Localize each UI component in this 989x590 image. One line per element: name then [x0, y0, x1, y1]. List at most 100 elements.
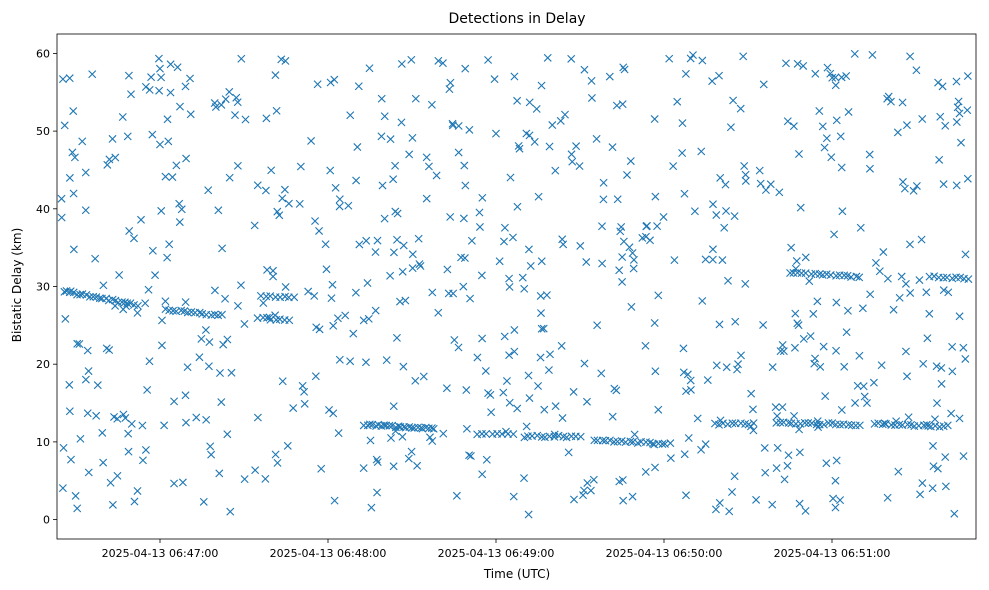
detection-marker — [680, 450, 689, 459]
detection-marker — [654, 291, 663, 300]
detection-marker — [505, 282, 514, 291]
detection-marker — [793, 59, 802, 68]
detection-marker — [170, 479, 179, 488]
detection-marker — [160, 421, 169, 430]
detection-marker — [935, 155, 944, 164]
detection-marker — [701, 255, 710, 264]
x-tick-label: 2025-04-13 06:48:00 — [270, 547, 387, 560]
detection-marker — [924, 421, 933, 430]
detection-marker — [81, 375, 90, 384]
detection-marker — [123, 132, 132, 141]
detection-marker — [646, 438, 654, 447]
detection-marker — [108, 134, 117, 143]
detection-marker — [371, 306, 380, 315]
detection-marker — [728, 488, 737, 496]
detection-marker — [629, 255, 638, 264]
detection-marker — [65, 407, 74, 416]
detection-marker — [941, 482, 950, 491]
detection-marker — [827, 153, 836, 162]
detection-marker — [686, 385, 695, 394]
detection-marker — [619, 237, 628, 246]
detection-marker — [950, 509, 959, 518]
detection-marker — [454, 343, 463, 352]
detection-marker — [475, 208, 484, 217]
detection-marker — [592, 134, 601, 143]
detection-marker — [844, 107, 853, 116]
y-tick-label: 60 — [36, 47, 50, 60]
detection-marker — [878, 420, 887, 429]
detection-marker — [901, 279, 910, 288]
detection-marker — [259, 313, 268, 322]
detection-marker — [405, 423, 414, 431]
detection-marker — [855, 273, 864, 282]
detection-marker — [499, 237, 508, 246]
detection-marker — [89, 292, 98, 301]
detection-marker — [902, 121, 911, 130]
detection-marker — [887, 420, 896, 429]
detection-marker — [818, 122, 827, 131]
detection-marker — [929, 441, 937, 450]
detection-marker — [703, 376, 712, 385]
detection-marker — [869, 378, 878, 387]
detection-marker — [359, 464, 368, 473]
y-tick-label: 10 — [36, 436, 50, 449]
detection-marker — [442, 384, 451, 393]
detection-marker — [866, 290, 875, 299]
detection-marker — [277, 55, 286, 64]
detection-marker — [85, 292, 94, 301]
detection-marker — [237, 54, 246, 63]
detection-marker — [807, 419, 816, 428]
detection-marker — [259, 299, 268, 307]
detection-marker — [534, 382, 543, 390]
detection-marker — [69, 107, 78, 116]
detection-marker — [708, 77, 717, 86]
detection-marker — [569, 387, 578, 396]
detection-marker — [389, 175, 398, 184]
detection-marker — [728, 419, 737, 428]
detection-marker — [408, 250, 417, 259]
detection-marker — [741, 176, 750, 185]
detection-marker — [679, 344, 688, 353]
detection-marker — [170, 397, 179, 406]
detection-marker — [91, 254, 100, 263]
detection-marker — [954, 97, 963, 106]
detection-marker — [267, 166, 276, 175]
detection-marker — [272, 106, 281, 115]
detection-marker — [352, 176, 361, 185]
detection-marker — [650, 115, 659, 124]
detection-marker — [641, 341, 650, 350]
detection-marker — [627, 302, 636, 311]
detection-marker — [832, 116, 841, 125]
detection-marker — [654, 405, 663, 414]
detection-marker — [186, 74, 195, 83]
detection-marker — [879, 248, 888, 257]
detection-marker — [559, 432, 568, 441]
detection-marker — [157, 316, 166, 325]
detection-marker — [900, 184, 909, 193]
detection-marker — [831, 476, 840, 485]
detection-marker — [275, 315, 284, 324]
detection-marker — [536, 291, 545, 300]
detection-marker — [524, 510, 533, 519]
detection-marker — [658, 440, 667, 449]
detection-marker — [651, 367, 660, 376]
detection-marker — [952, 77, 961, 86]
detection-marker — [718, 256, 727, 265]
detection-marker — [838, 207, 847, 216]
detection-marker — [819, 420, 828, 429]
detection-marker — [467, 236, 476, 245]
detection-marker — [71, 491, 80, 500]
detection-marker — [391, 207, 400, 216]
detection-marker — [525, 394, 534, 403]
detection-marker — [546, 350, 555, 359]
detection-marker — [564, 448, 573, 457]
detection-marker — [407, 447, 416, 456]
detection-marker — [904, 413, 913, 422]
detection-marker — [883, 493, 892, 502]
detection-marker — [155, 86, 164, 95]
detection-marker — [670, 256, 679, 265]
detection-marker — [490, 75, 499, 84]
detection-marker — [329, 321, 338, 330]
detection-marker — [181, 298, 190, 307]
detection-marker — [396, 297, 404, 306]
